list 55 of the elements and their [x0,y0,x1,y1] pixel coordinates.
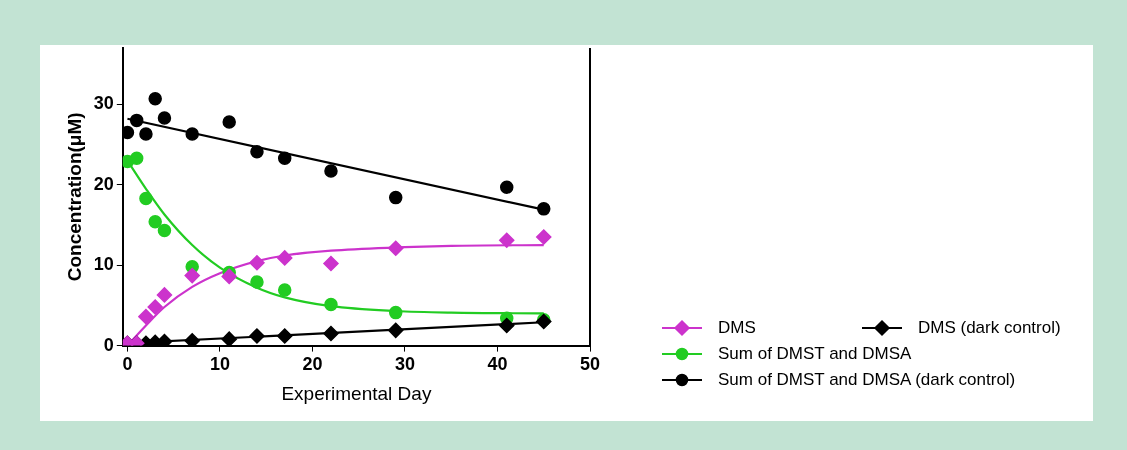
point [388,305,403,320]
point [498,232,515,248]
x-tick-label: 10 [209,354,230,375]
point [323,325,339,342]
legend-label: DMS [718,318,756,338]
y-axis-title: Concentration(μM) [63,112,85,282]
point [536,229,552,245]
point [148,91,162,106]
point [537,202,551,216]
point [184,267,200,284]
point [157,111,172,125]
point [221,268,237,285]
point [148,214,162,229]
point [250,145,264,159]
point [277,283,292,297]
x-tick-label: 20 [302,354,323,375]
point [157,223,172,238]
point [184,333,200,346]
point [138,308,154,325]
point [323,255,339,272]
point [156,287,173,303]
point [147,299,163,315]
y-tick-label: 30 [93,93,114,114]
y-tick-label: 0 [103,334,114,355]
x-tick-label: 40 [487,354,508,375]
point [139,127,153,141]
y-tick-label: 10 [93,254,114,275]
legend-label: Sum of DMST and DMSA (dark control) [718,370,1016,390]
point [221,331,237,346]
y-tick-label: 20 [93,173,114,194]
point [276,250,293,266]
point [498,317,515,334]
point [139,191,153,206]
point [324,297,338,312]
point [324,164,338,178]
point [387,240,404,257]
x-tick-label: 30 [394,354,415,375]
point [249,255,265,271]
point [277,151,292,165]
x-tick-label: 0 [122,354,133,375]
x-axis-title: Experimental Day [281,382,432,404]
legend-label: DMS (dark control) [918,318,1061,338]
point [222,115,236,129]
point [276,328,293,344]
point [249,328,265,344]
legend-label: Sum of DMST and DMSA [718,344,912,364]
point [388,190,403,205]
point [122,125,135,140]
point [185,127,199,141]
point [129,113,144,128]
x-tick-label: 50 [579,354,601,375]
point [499,180,514,194]
point [129,151,144,165]
point [250,275,264,289]
point [387,322,404,339]
